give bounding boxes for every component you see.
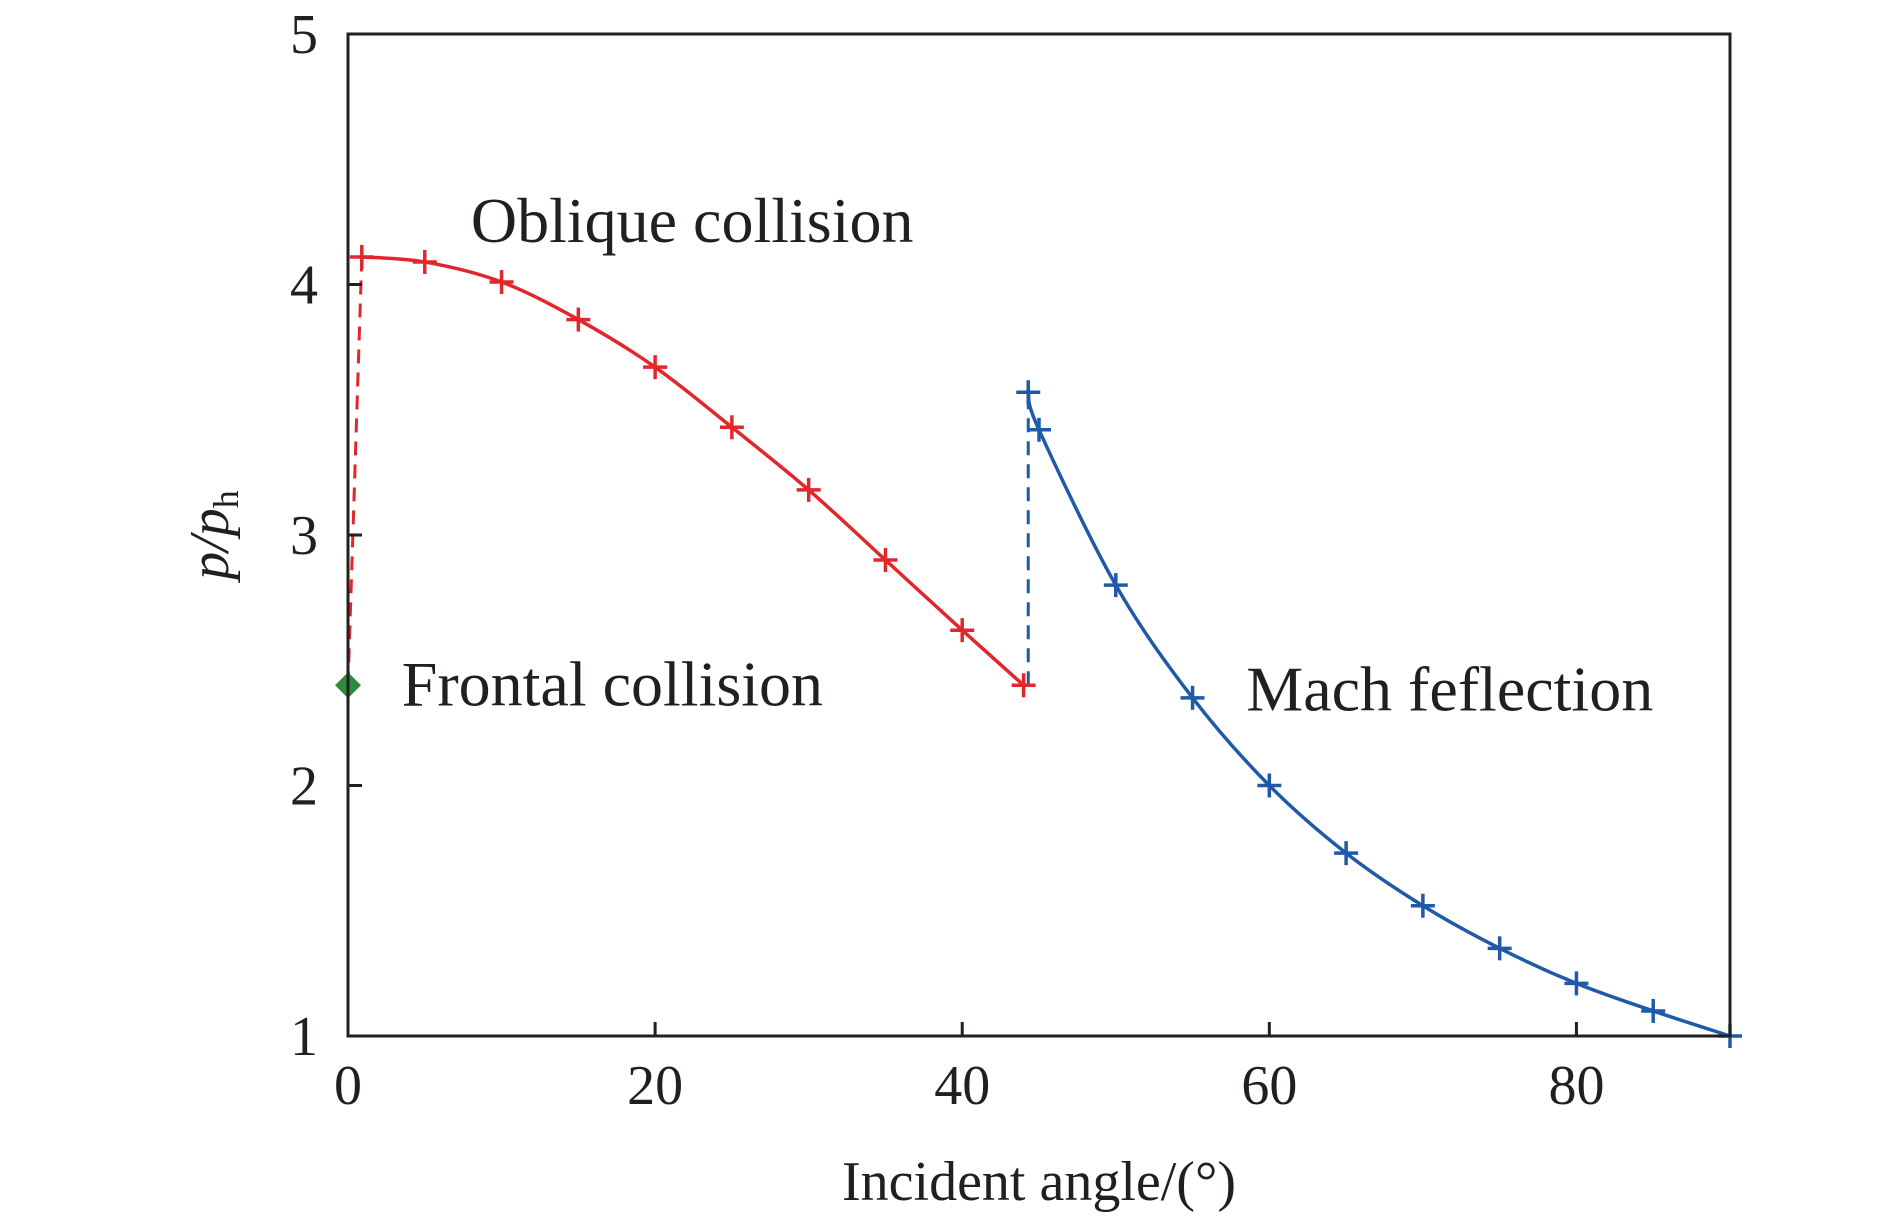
- oblique-point: [643, 355, 668, 380]
- x-tick-label: 80: [1548, 1055, 1604, 1117]
- mach-point: [1487, 936, 1512, 961]
- x-tick-label: 20: [627, 1055, 683, 1117]
- mach-point: [1103, 573, 1128, 598]
- oblique-annotation: Oblique collision: [471, 185, 914, 256]
- oblique-point: [719, 415, 744, 440]
- mach-point: [1641, 998, 1666, 1023]
- mach-series-line: [1026, 391, 1731, 1038]
- mach-point: [1410, 893, 1435, 918]
- oblique-point: [950, 618, 975, 643]
- mach-annotation: Mach feflection: [1246, 653, 1653, 724]
- y-tick-label: 5: [290, 4, 318, 66]
- frontal-annotation: Frontal collision: [402, 648, 823, 719]
- oblique-point: [796, 477, 821, 502]
- y-tick-label: 3: [290, 505, 318, 567]
- mach-point: [1564, 971, 1589, 996]
- oblique-series-line: [361, 255, 1025, 687]
- oblique-point: [349, 244, 374, 269]
- oblique-point: [489, 269, 514, 294]
- y-tick-label: 1: [290, 1006, 318, 1068]
- oblique-point: [873, 548, 898, 573]
- x-axis-title: Incident angle/(°): [842, 1151, 1236, 1213]
- x-tick-label: 40: [934, 1055, 990, 1117]
- mach-point: [1334, 841, 1359, 866]
- y-tick-label: 4: [290, 255, 318, 317]
- x-tick-label: 0: [334, 1055, 362, 1117]
- mach-point: [1180, 685, 1205, 710]
- mach-point: [1016, 380, 1041, 405]
- y-tick-label: 2: [290, 756, 318, 818]
- mach-point: [1027, 417, 1051, 442]
- mach-point: [1257, 773, 1282, 798]
- oblique-jump-dashed-line: [346, 256, 364, 686]
- oblique-point: [412, 249, 437, 274]
- y-axis-title: p/ph: [179, 490, 246, 584]
- oblique-point: [566, 307, 591, 332]
- oblique-point: [1011, 673, 1036, 698]
- x-tick-label: 60: [1241, 1055, 1297, 1117]
